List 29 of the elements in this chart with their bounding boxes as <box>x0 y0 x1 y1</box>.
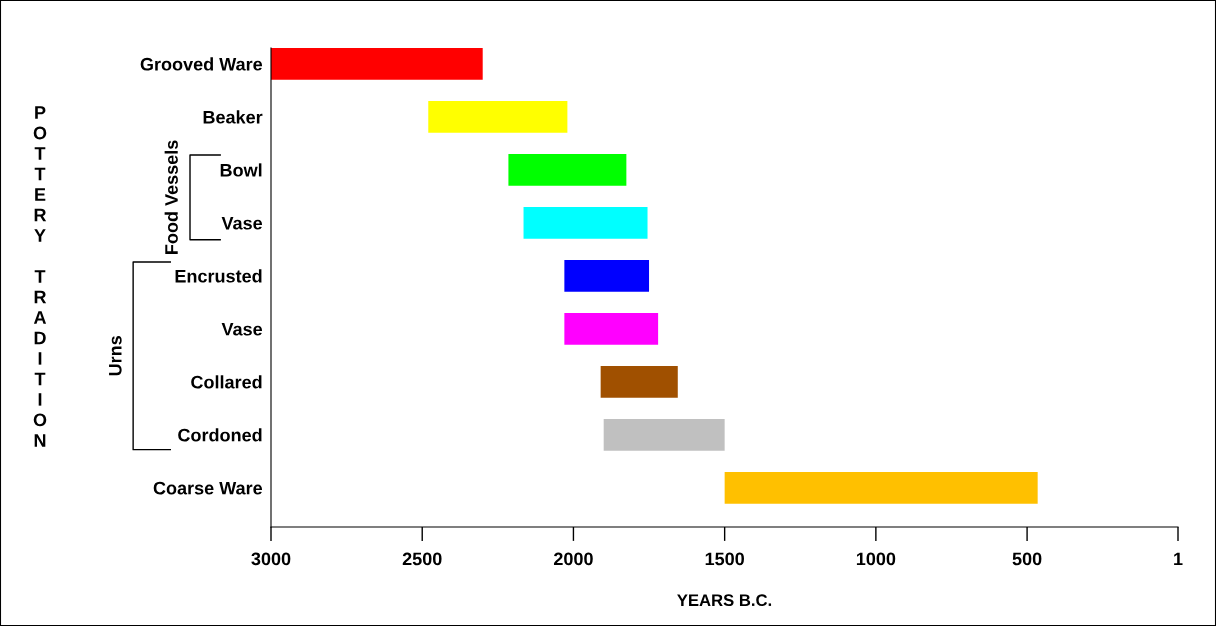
y-tick-label: Vase <box>221 216 263 230</box>
bar <box>523 206 648 239</box>
x-tick-label: 1500 <box>705 552 744 566</box>
x-tick-label: 3000 <box>251 552 291 566</box>
y-tick-label: Encrusted <box>175 269 262 283</box>
bar <box>600 365 678 398</box>
bar <box>508 153 627 186</box>
y-tick-label: Grooved Ware <box>140 57 263 71</box>
bar <box>564 259 650 292</box>
text: Food Vessels <box>164 140 178 254</box>
bar <box>603 418 725 451</box>
y-tick-label: Collared <box>191 375 262 389</box>
x-axis-title: YEARS B.C. <box>677 594 772 607</box>
y-tick-label: Bowl <box>220 163 262 177</box>
x-tick-label: 2000 <box>553 552 593 566</box>
bar <box>271 48 483 80</box>
x-tick-label: 500 <box>1012 552 1042 566</box>
text: POTTERY TRADITION <box>33 106 47 447</box>
bar <box>724 471 1038 504</box>
x-tick-label: 1000 <box>856 552 896 566</box>
x-tick-label: 2500 <box>402 552 442 566</box>
text: Urns <box>109 336 122 376</box>
y-tick-label: Beaker <box>203 110 263 124</box>
bar <box>428 100 568 133</box>
y-tick-label: Vase <box>221 322 263 336</box>
y-tick-label: Coarse Ware <box>153 481 263 495</box>
y-tick-label: Cordoned <box>178 428 262 442</box>
x-tick-label: 1 <box>1174 552 1183 566</box>
bar <box>564 312 659 345</box>
